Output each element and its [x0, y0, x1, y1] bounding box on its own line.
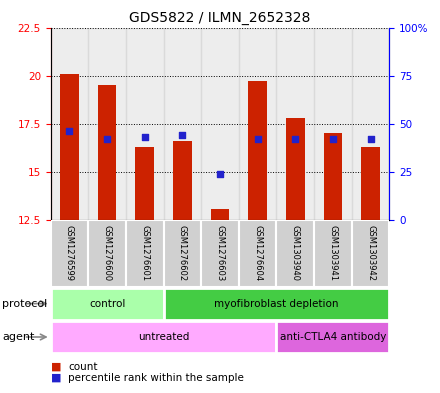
Bar	[201, 220, 239, 287]
Text: GSM1303941: GSM1303941	[328, 226, 337, 281]
Bar	[98, 85, 117, 220]
Text: untreated: untreated	[138, 332, 189, 342]
Text: GSM1276601: GSM1276601	[140, 226, 149, 281]
Text: GSM1303940: GSM1303940	[291, 226, 300, 281]
Bar	[276, 220, 314, 287]
Text: ■: ■	[51, 373, 61, 383]
Bar	[126, 28, 164, 220]
Point	[216, 171, 224, 177]
Text: count: count	[68, 362, 98, 372]
Title: GDS5822 / ILMN_2652328: GDS5822 / ILMN_2652328	[129, 11, 311, 25]
Bar	[51, 321, 276, 353]
Bar	[201, 28, 239, 220]
Text: GSM1276604: GSM1276604	[253, 226, 262, 281]
Point	[141, 134, 148, 140]
Bar	[352, 28, 389, 220]
Bar	[60, 74, 79, 220]
Bar	[352, 220, 389, 287]
Bar	[248, 81, 267, 220]
Text: agent: agent	[2, 332, 35, 342]
Text: GSM1276600: GSM1276600	[103, 226, 112, 281]
Bar	[276, 321, 389, 353]
Bar	[164, 28, 201, 220]
Bar	[164, 220, 201, 287]
Text: ■: ■	[51, 362, 61, 372]
Bar	[361, 147, 380, 220]
Bar	[323, 133, 342, 220]
Bar	[51, 288, 164, 320]
Text: GSM1276602: GSM1276602	[178, 226, 187, 281]
Point	[103, 136, 110, 142]
Point	[330, 136, 337, 142]
Bar	[314, 28, 352, 220]
Bar	[314, 220, 352, 287]
Bar	[164, 288, 389, 320]
Text: anti-CTLA4 antibody: anti-CTLA4 antibody	[280, 332, 386, 342]
Bar	[51, 220, 88, 287]
Text: GSM1276603: GSM1276603	[216, 226, 224, 282]
Point	[254, 136, 261, 142]
Bar	[173, 141, 192, 220]
Bar	[211, 209, 229, 220]
Bar	[136, 147, 154, 220]
Text: GSM1276599: GSM1276599	[65, 226, 74, 281]
Bar	[239, 28, 276, 220]
Bar	[51, 28, 88, 220]
Bar	[126, 220, 164, 287]
Bar	[88, 220, 126, 287]
Point	[66, 129, 73, 135]
Bar	[239, 220, 276, 287]
Bar	[286, 118, 305, 220]
Bar	[88, 28, 126, 220]
Point	[367, 136, 374, 142]
Bar	[276, 28, 314, 220]
Text: GSM1303942: GSM1303942	[366, 226, 375, 281]
Text: control: control	[89, 299, 125, 309]
Text: protocol: protocol	[2, 299, 48, 309]
Point	[292, 136, 299, 142]
Point	[179, 132, 186, 138]
Text: percentile rank within the sample: percentile rank within the sample	[68, 373, 244, 383]
Text: myofibroblast depletion: myofibroblast depletion	[214, 299, 339, 309]
